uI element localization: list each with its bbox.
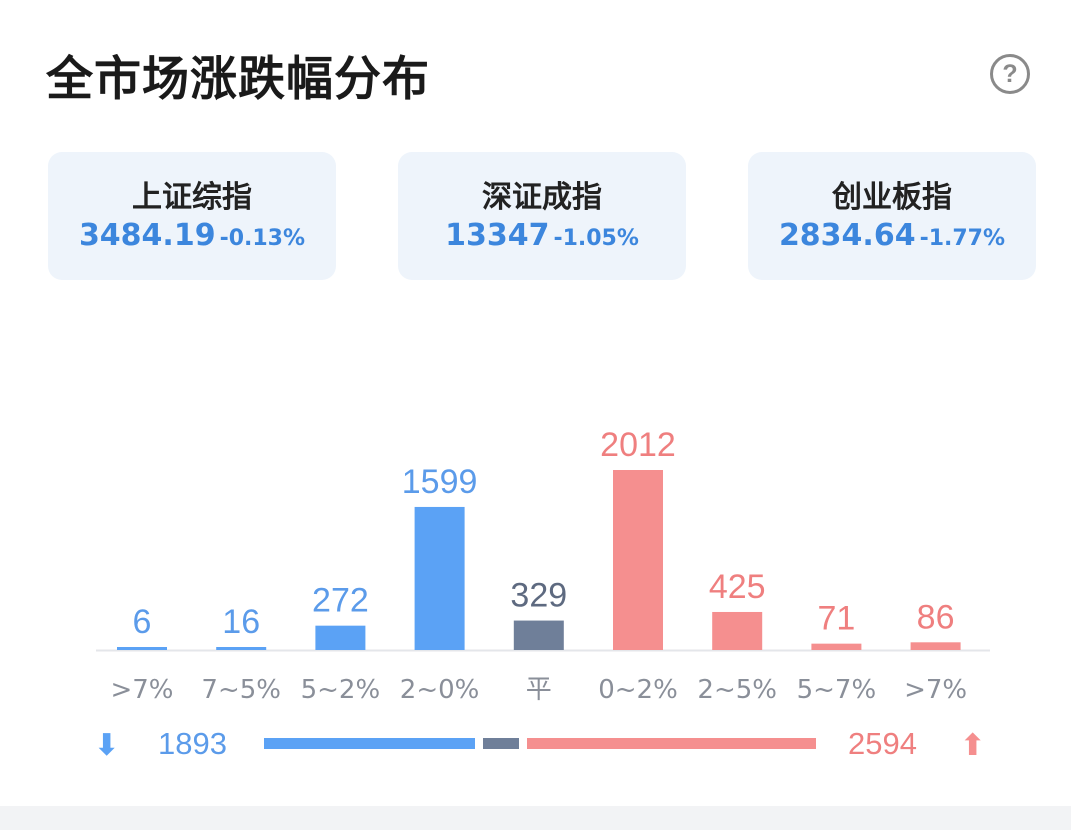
up-ratio-bar — [527, 738, 816, 749]
x-tick-label: 5~2% — [301, 675, 381, 705]
index-name: 创业板指 — [832, 180, 952, 215]
chart-bar — [712, 611, 763, 650]
index-name: 深证成指 — [482, 180, 602, 215]
chart-bar — [414, 506, 465, 650]
bar-value-label: 86 — [917, 598, 955, 636]
index-value: 13347 — [445, 218, 550, 253]
down-ratio-bar — [264, 738, 475, 749]
arrow-down-icon: ⬇ — [94, 728, 120, 763]
chart-bar — [216, 647, 267, 650]
down-count: 1893 — [158, 726, 227, 761]
chart-bar — [315, 625, 366, 650]
index-name: 上证综指 — [132, 180, 252, 215]
bar-value-label: 272 — [312, 582, 369, 620]
x-tick-label: 2~5% — [697, 675, 777, 705]
index-card-shanghai[interactable]: 上证综指 3484.19 -0.13% — [48, 152, 336, 280]
bottom-divider — [0, 806, 1071, 830]
index-change: -1.77% — [919, 226, 1006, 251]
index-card-shenzhen[interactable]: 深证成指 13347 -1.05% — [398, 152, 686, 280]
bar-value-label: 329 — [510, 577, 567, 615]
chart-bar — [117, 647, 167, 650]
x-tick-label: 2~0% — [400, 675, 480, 705]
x-tick-label: >7% — [904, 675, 967, 705]
x-tick-label: 0~2% — [598, 675, 678, 705]
index-card-chinext[interactable]: 创业板指 2834.64 -1.77% — [748, 152, 1036, 280]
chart-bar — [811, 643, 862, 650]
bar-value-label: 1599 — [402, 463, 478, 501]
bar-value-label: 6 — [133, 603, 152, 641]
chart-bar — [513, 620, 564, 650]
x-tick-label: 5~7% — [797, 675, 877, 705]
x-tick-label: 平 — [526, 675, 552, 705]
x-tick-label: >7% — [110, 675, 173, 705]
index-value: 3484.19 — [78, 218, 216, 253]
up-count: 2594 — [848, 726, 917, 761]
bar-value-label: 2012 — [600, 426, 676, 464]
flat-ratio-bar — [482, 738, 520, 749]
x-tick-label: 7~5% — [201, 675, 281, 705]
index-change: -1.05% — [553, 226, 639, 251]
bar-value-label: 71 — [817, 600, 855, 638]
index-change: -0.13% — [219, 226, 306, 251]
bar-value-label: 425 — [709, 568, 766, 606]
page-title: 全市场涨跌幅分布 — [46, 52, 430, 107]
chart-bar — [613, 470, 663, 650]
help-circle-icon[interactable]: ? — [990, 54, 1030, 94]
arrow-up-icon: ⬆ — [960, 728, 986, 763]
distribution-bar-chart: 6 >7% 16 7~5% 272 5~2% 1599 2~0% 329 平 2012 0~2% 425… — [96, 426, 990, 705]
index-value: 2834.64 — [778, 218, 916, 253]
chart-bar — [910, 642, 961, 650]
bar-value-label: 16 — [222, 603, 260, 641]
